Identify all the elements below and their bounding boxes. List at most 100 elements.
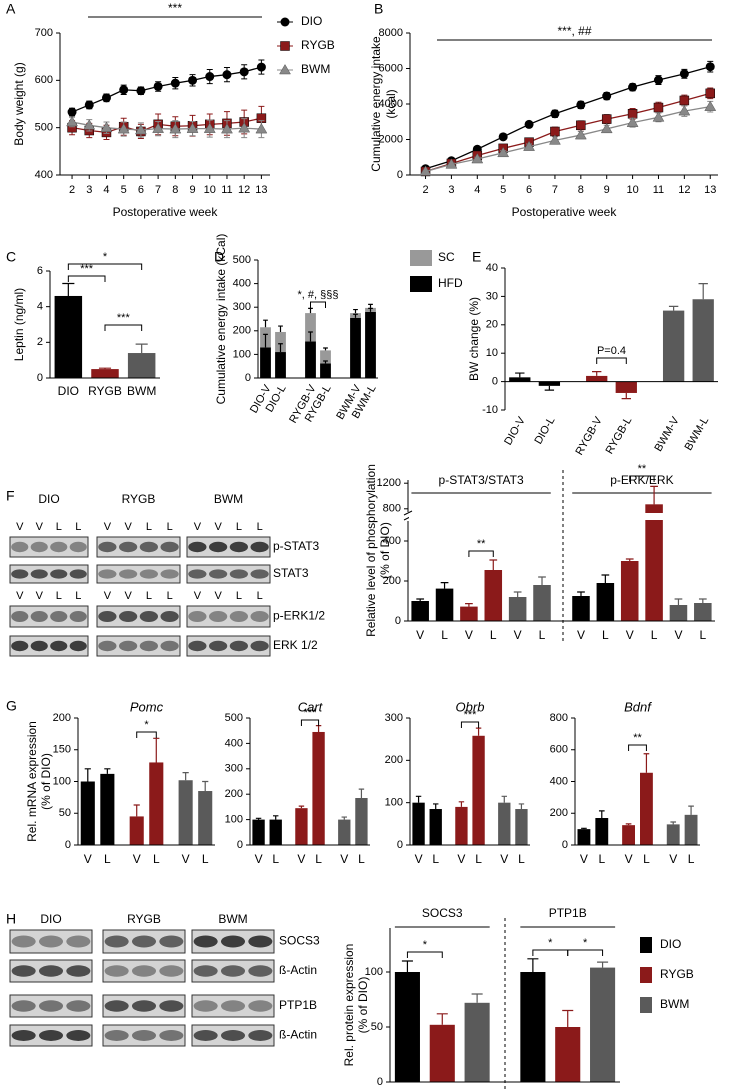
y-tick-label: 100 [233, 348, 251, 360]
series-line [71, 117, 262, 134]
marker [134, 124, 147, 135]
y-tick-label: 0 [37, 372, 43, 384]
marker [704, 100, 717, 111]
blot-band [98, 640, 117, 652]
marker [256, 62, 266, 72]
bar [355, 798, 368, 845]
legend-label: RYGB [301, 38, 335, 52]
bar [520, 972, 546, 1082]
y-axis-label: Cumulative energy intake (kCal) [214, 234, 228, 405]
blot [96, 635, 181, 657]
annotation: *, #, §§§ [298, 289, 339, 301]
lane-label: V [104, 521, 112, 533]
x-tick-label: 12 [238, 184, 250, 196]
marker [652, 111, 665, 122]
error-bar [471, 993, 483, 1003]
y-tick-label: 0 [562, 839, 568, 851]
x-tick-label: L [490, 628, 497, 642]
blot-band [193, 935, 218, 948]
x-tick-label: 8 [172, 184, 178, 196]
blot-row-label: ß-Actin [279, 1028, 317, 1042]
blot-band [11, 1030, 36, 1041]
blot-band [139, 640, 159, 652]
legend-marker [280, 41, 290, 51]
x-tick-label: L [539, 628, 546, 642]
y-tick-label: 0 [395, 615, 401, 627]
blot [9, 605, 89, 628]
bar [275, 352, 286, 378]
blot-band [139, 611, 159, 622]
legend-swatch [410, 250, 432, 266]
x-tick-label: L [699, 628, 706, 642]
marker [576, 100, 586, 110]
blot [191, 994, 275, 1018]
x-tick-label: 6 [138, 184, 144, 196]
error-bar [501, 795, 508, 803]
annotation: ** [638, 463, 647, 475]
bar [350, 317, 361, 378]
blot-band [193, 965, 218, 977]
marker [524, 119, 534, 129]
marker [679, 69, 689, 79]
annotation: ***, ## [557, 24, 591, 38]
blot-band [160, 611, 179, 622]
panel-letter: F [6, 488, 15, 504]
error-bar [538, 576, 546, 585]
error-bar [415, 795, 422, 803]
blot-band [159, 1000, 184, 1012]
y-tick-label: 400 [383, 535, 401, 547]
y-tick-label: 200 [233, 325, 251, 337]
x-tick-label: 7 [552, 184, 558, 196]
marker [67, 107, 77, 117]
x-tick-label: DIO [58, 384, 79, 398]
blot-band [160, 569, 179, 579]
error-bar [668, 305, 679, 311]
error-bar [688, 805, 694, 815]
lane-label: L [236, 590, 242, 602]
x-axis-label: Postoperative week [512, 205, 618, 219]
x-tick-label: 3 [448, 184, 454, 196]
y-tick-label: 100 [365, 966, 383, 978]
bar [586, 375, 608, 382]
error-bar [416, 598, 425, 601]
x-tick-label: L [475, 852, 482, 866]
blot [9, 536, 89, 558]
error-bar [515, 372, 525, 378]
blot-band [118, 611, 138, 622]
y-tick-label: 200 [383, 575, 401, 587]
x-tick-label: L [315, 852, 322, 866]
x-tick-label: V [133, 852, 141, 866]
bar [412, 802, 425, 845]
lane-label: V [194, 521, 202, 533]
blot-band [38, 965, 64, 977]
x-tick-label: L [358, 852, 365, 866]
bar [464, 1002, 490, 1082]
panel-letter: D [214, 249, 224, 265]
blot-row-label: PTP1B [279, 998, 317, 1012]
bar [149, 762, 164, 845]
blot-band [30, 640, 48, 652]
marker [186, 122, 199, 133]
panel-letter: E [472, 249, 481, 265]
x-tick-label: V [297, 852, 305, 866]
significance-bracket [67, 263, 143, 270]
significance-bracket [468, 550, 494, 557]
error-bar [62, 282, 75, 296]
bar [295, 808, 308, 845]
x-tick-label: 6 [526, 184, 532, 196]
blot-band [66, 935, 91, 948]
bar [684, 814, 698, 845]
error-bar [625, 558, 634, 561]
lane-label: V [214, 521, 222, 533]
bar [620, 561, 639, 621]
blot-band [66, 1030, 91, 1041]
x-tick-label: BWM-L [683, 415, 712, 453]
bar [509, 377, 531, 382]
y-tick-label: 4 [37, 301, 43, 313]
series-line [425, 92, 711, 173]
lane-label: L [56, 590, 62, 602]
y-tick-label: 0 [237, 839, 243, 851]
y-tick-label: 20 [486, 319, 498, 331]
x-tick-label: L [272, 852, 279, 866]
blot-band [208, 541, 228, 553]
